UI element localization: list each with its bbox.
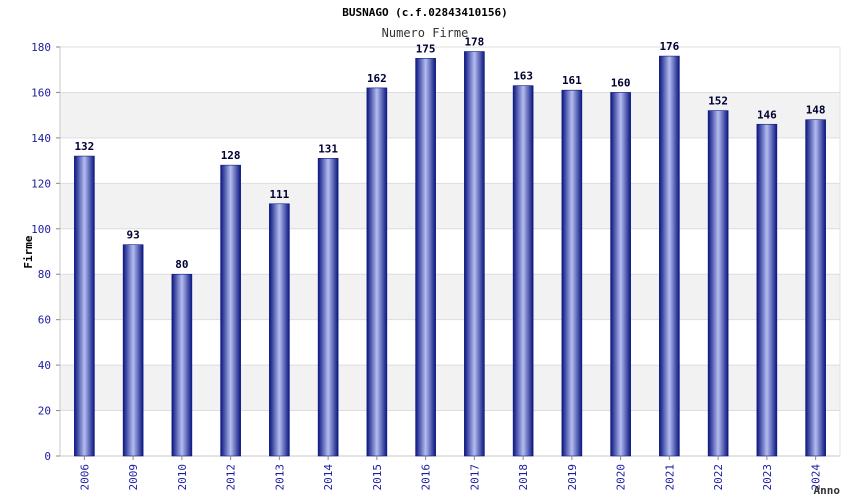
x-tick-label-2010: 2010	[176, 464, 189, 491]
chart-subtitle: Numero Firme	[382, 26, 469, 40]
y-tick-label: 180	[31, 41, 51, 54]
y-axis-label: Firme	[22, 235, 35, 268]
x-tick-label-2021: 2021	[663, 464, 676, 491]
data-label-2023: 146	[757, 108, 777, 121]
y-tick-label: 100	[31, 223, 51, 236]
x-tick-label-2006: 2006	[78, 464, 91, 491]
bar-2016	[415, 58, 436, 457]
y-tick-label: 0	[44, 450, 51, 463]
bar-2019	[561, 89, 583, 457]
x-tick-label-2017: 2017	[468, 464, 481, 491]
data-label-2020: 160	[611, 76, 631, 89]
y-tick-label: 40	[38, 359, 51, 372]
x-tick-label-2024: 2024	[810, 464, 823, 491]
bar-2022	[707, 110, 729, 457]
y-tick-label: 20	[38, 405, 51, 418]
bar-2010	[171, 273, 193, 457]
x-axis-label: Anno	[814, 484, 841, 497]
x-tick-label-2014: 2014	[322, 464, 335, 491]
data-label-2024: 148	[806, 104, 826, 117]
x-tick-label-2009: 2009	[127, 464, 140, 491]
x-tick-label-2012: 2012	[225, 464, 238, 491]
x-tick-label-2013: 2013	[273, 464, 286, 491]
x-tick-label-2019: 2019	[566, 464, 579, 491]
bar-2006	[74, 155, 95, 457]
data-label-2009: 93	[127, 229, 140, 242]
y-tick-label: 140	[31, 132, 51, 145]
x-tick-label-2015: 2015	[371, 464, 384, 491]
data-label-2012: 128	[221, 149, 241, 162]
data-label-2019: 161	[562, 74, 582, 87]
data-label-2010: 80	[175, 258, 188, 271]
data-label-2016: 175	[416, 42, 436, 55]
bar-2023	[756, 123, 778, 457]
data-label-2021: 176	[659, 40, 679, 53]
bar-2018	[512, 85, 534, 457]
ticks: 0 20 40 60 80 100 120 140 160 180 2006 2009 2010 2012…	[31, 41, 823, 491]
y-tick-label: 60	[38, 314, 51, 327]
y-tick-label: 160	[31, 86, 51, 99]
chart-title: BUSNAGO (c.f.02843410156)	[342, 6, 508, 19]
bar-2017	[464, 51, 485, 457]
y-tick-label: 120	[31, 177, 51, 190]
data-label-2018: 163	[513, 70, 533, 83]
bar-2020	[610, 92, 631, 457]
data-label-2022: 152	[708, 95, 728, 108]
x-tick-label-2022: 2022	[712, 464, 725, 491]
bar-2014	[317, 158, 339, 457]
data-label-2014: 131	[318, 142, 338, 155]
x-tick-label-2020: 2020	[615, 464, 628, 491]
x-tick-label-2018: 2018	[517, 464, 530, 491]
bar-2024	[805, 119, 826, 457]
bar-2021	[659, 55, 680, 457]
bar-2015	[366, 87, 388, 457]
data-label-2017: 178	[464, 36, 484, 49]
bar-2012	[220, 164, 241, 457]
data-label-2006: 132	[74, 140, 94, 153]
bar-2013	[269, 203, 290, 457]
bar-2009	[122, 244, 144, 457]
x-tick-label-2016: 2016	[420, 464, 433, 491]
y-tick-label: 80	[38, 268, 51, 281]
data-label-2015: 162	[367, 72, 387, 85]
x-tick-label-2023: 2023	[761, 464, 774, 491]
data-label-2013: 111	[269, 188, 289, 201]
